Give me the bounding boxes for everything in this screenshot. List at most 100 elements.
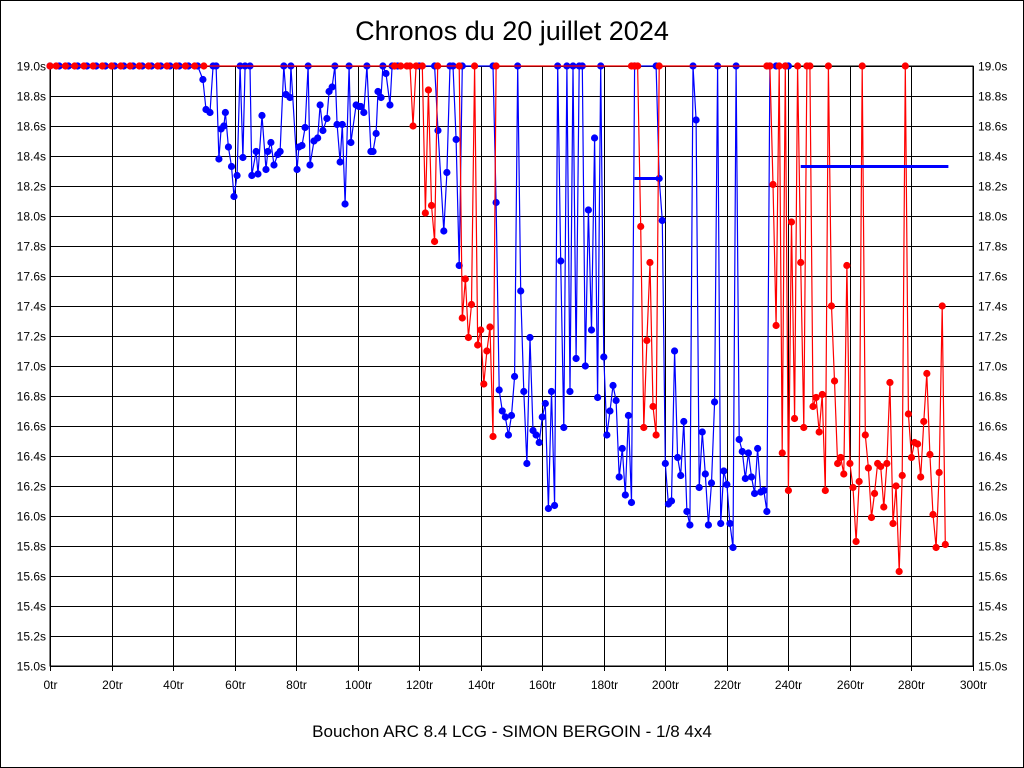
series-1-point <box>412 62 420 70</box>
series-0-point <box>267 138 275 147</box>
series-1-point <box>406 62 414 70</box>
series-1-point <box>126 62 134 70</box>
series-0-point <box>510 372 519 381</box>
series-1-point <box>640 423 648 432</box>
series-0-point <box>220 122 228 130</box>
x-tick-label: 240tr <box>775 678 802 692</box>
series-0-point <box>206 108 214 117</box>
x-tick-label: 100tr <box>345 678 372 692</box>
series-1-point <box>843 261 851 270</box>
y-tick-label-right: 15.8s <box>978 540 1007 554</box>
series-0-point <box>286 93 294 102</box>
series-1-point <box>892 482 900 490</box>
series-0-point <box>763 507 771 516</box>
series-1-point <box>52 62 60 70</box>
series-1-point <box>637 222 645 231</box>
series-1-point <box>815 428 823 436</box>
series-1-point <box>646 258 654 267</box>
series-0-point <box>252 147 260 156</box>
x-tick-label: 80tr <box>286 678 307 692</box>
series-1-point <box>483 347 491 355</box>
y-tick-label-left: 16.6s <box>17 420 46 434</box>
series-0-point <box>443 168 451 177</box>
series-0-point <box>612 396 620 405</box>
y-tick-label-left: 15.2s <box>17 630 46 644</box>
series-1-point <box>200 62 208 70</box>
series-1-point <box>390 62 399 70</box>
series-0-point <box>618 444 626 453</box>
series-0-point <box>655 174 663 183</box>
series-1-point <box>861 431 869 439</box>
y-tick-label-left: 16.0s <box>17 510 46 524</box>
series-0-point <box>230 192 238 201</box>
series-0-point <box>323 114 331 123</box>
series-0-point <box>374 87 382 96</box>
series-1-point <box>634 62 642 70</box>
y-tick-label-right: 17.0s <box>978 360 1007 374</box>
series-0-point <box>316 101 324 109</box>
series-0-point <box>547 387 556 396</box>
series-1-point <box>421 209 429 217</box>
series-0-point <box>338 120 346 129</box>
y-tick-label-right: 18.0s <box>978 210 1007 224</box>
y-tick-label-left: 18.2s <box>17 180 46 194</box>
series-0-point <box>328 83 336 91</box>
series-0-point <box>707 479 716 487</box>
series-1-point <box>935 468 943 477</box>
series-1-point <box>855 477 863 486</box>
y-tick-label-left: 16.4s <box>17 450 46 464</box>
series-1-point <box>923 369 931 378</box>
series-0-point <box>382 69 390 78</box>
series-0-point <box>495 386 503 394</box>
series-1-point <box>867 513 876 522</box>
y-tick-label-right: 17.2s <box>978 330 1007 344</box>
series-1-point <box>880 503 888 511</box>
y-tick-label-left: 18.0s <box>17 210 46 224</box>
x-tick-label: 20tr <box>102 678 123 692</box>
series-0-point <box>701 470 709 478</box>
series-0-point <box>319 126 327 135</box>
series-1-point <box>797 258 805 267</box>
series-1-point <box>800 423 808 432</box>
series-0-point <box>248 171 256 180</box>
series-1-point <box>458 314 466 322</box>
series-1-point <box>858 62 866 70</box>
series-0-point <box>692 116 700 124</box>
series-1-point <box>98 62 106 70</box>
series-1-point <box>89 62 97 70</box>
x-tick-label: 60tr <box>225 678 246 692</box>
series-0-point <box>538 413 546 421</box>
series-0-point <box>369 147 377 156</box>
x-tick-label: 120tr <box>406 678 433 692</box>
series-1-point <box>812 393 820 402</box>
series-0-point <box>590 134 599 142</box>
series-0-point <box>695 483 703 492</box>
series-0-point <box>341 200 349 208</box>
series-0-point <box>560 423 568 432</box>
series-1-point <box>492 62 500 70</box>
series-0-point <box>298 141 306 150</box>
series-1-point <box>790 414 799 423</box>
series-1-point <box>904 410 912 418</box>
series-0-point <box>517 287 525 295</box>
y-tick-label-left: 15.4s <box>17 600 46 614</box>
series-0-point <box>566 387 574 396</box>
y-tick-label-left: 18.8s <box>17 90 46 104</box>
y-tick-label-right: 15.4s <box>978 600 1007 614</box>
series-1-point <box>163 62 171 70</box>
y-tick-label-left: 15.0s <box>17 660 46 674</box>
series-0-point <box>658 216 666 225</box>
series-1-point <box>191 62 199 70</box>
series-0-point <box>581 362 589 370</box>
series-1-point <box>781 62 789 70</box>
series-0-point <box>729 543 737 552</box>
series-1-point <box>917 473 925 481</box>
series-0-point <box>754 444 762 453</box>
series-1-point <box>427 201 436 210</box>
y-tick-label-left: 17.4s <box>17 300 46 314</box>
series-0-point <box>233 171 241 180</box>
y-tick-label-right: 17.6s <box>978 270 1007 284</box>
series-1-point <box>144 62 153 70</box>
series-0-point <box>550 501 559 510</box>
y-tick-label-right: 16.6s <box>978 420 1007 434</box>
